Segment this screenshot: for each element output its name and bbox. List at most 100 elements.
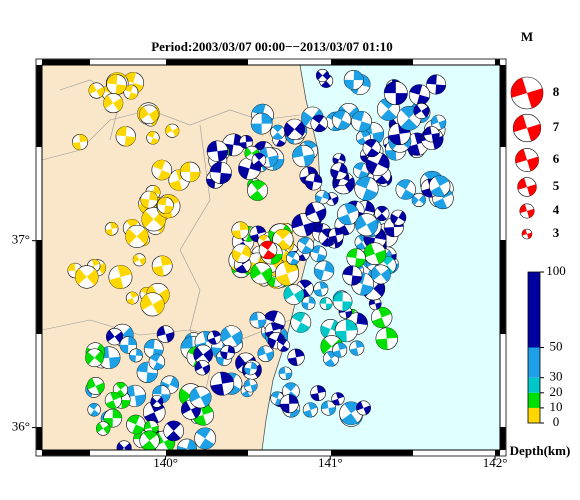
mechanism [332, 342, 348, 358]
magnitude-ball [510, 76, 544, 110]
mechanism [126, 414, 146, 435]
mechanism [286, 251, 300, 266]
ball-compression [332, 153, 346, 166]
ball-compression [278, 366, 292, 380]
ball-compression [150, 396, 163, 406]
mechanism [140, 292, 165, 317]
mechanism [194, 427, 217, 450]
mechanism [189, 386, 212, 409]
ball-compression [344, 70, 364, 90]
ball-compression [139, 106, 159, 123]
mechanism [426, 74, 447, 95]
mechanism [346, 248, 366, 268]
ball-compression [431, 115, 446, 130]
mechanism [334, 319, 358, 343]
mechanism [243, 378, 258, 393]
mechanism [108, 265, 133, 289]
border [179, 124, 211, 421]
mechanism [297, 236, 315, 254]
mechanism [337, 203, 360, 226]
y-tick-label: 37° [12, 232, 30, 247]
depth-band [528, 347, 540, 378]
mechanism [206, 140, 229, 162]
magnitude-ball [515, 148, 539, 172]
frame-outer [35, 58, 507, 457]
ball-compression [280, 394, 299, 413]
mechanism [250, 112, 273, 135]
ball-compression [257, 346, 274, 362]
ball-compression [72, 134, 88, 150]
depth-tick-label: 100 [546, 263, 566, 278]
mechanism [290, 312, 312, 333]
ball-compression [116, 442, 132, 450]
mechanism [150, 394, 164, 408]
ball-compression [141, 430, 158, 450]
depth-band [528, 377, 540, 393]
mechanism [408, 84, 431, 106]
mechanism [302, 402, 318, 418]
ball-compression [181, 401, 201, 419]
ball-compression [375, 327, 398, 350]
ball-compression [180, 162, 200, 182]
ball-compression [127, 415, 145, 434]
ball-compression [341, 401, 361, 425]
ball-compression [106, 329, 124, 344]
mechanism [251, 152, 267, 168]
ball-compression [250, 225, 266, 243]
mechanism [310, 114, 328, 133]
mechanism [231, 243, 252, 264]
ball-compression [189, 387, 212, 407]
mechanism [231, 221, 249, 240]
ball-compression [124, 84, 138, 100]
mechanism [210, 371, 235, 396]
ball-compression [249, 312, 266, 329]
mechanism [220, 345, 235, 360]
mechanism [75, 265, 99, 289]
mechanism [365, 152, 390, 176]
mechanism [354, 176, 379, 201]
ball-compression [413, 104, 430, 118]
ball-compression [511, 77, 544, 109]
ball-compression [313, 281, 328, 297]
ball-compression [409, 84, 430, 106]
ball-compression [320, 320, 341, 339]
ball-compression [364, 139, 379, 157]
mechanism [250, 262, 273, 285]
mechanism [177, 438, 197, 450]
ball-compression [177, 439, 197, 450]
mechanism [368, 297, 382, 311]
depth-tick-label: 10 [550, 399, 563, 414]
ball-compression [301, 109, 324, 127]
magnitude-label: 4 [553, 202, 560, 217]
mechanism [313, 260, 335, 281]
ball-compression [147, 131, 159, 145]
mechanism [103, 408, 123, 428]
ball-compression [249, 180, 266, 201]
ball-compression [253, 153, 265, 168]
ball-compression [220, 345, 235, 360]
ball-compression [426, 74, 446, 95]
ball-compression [519, 204, 535, 218]
mechanism [331, 392, 345, 406]
mechanism [371, 306, 393, 329]
ball-compression [278, 339, 289, 352]
ball-compression [333, 110, 351, 130]
mechanism [207, 330, 222, 345]
ball-compression [332, 291, 353, 311]
ball-compression [522, 229, 532, 239]
mechanism [362, 139, 381, 158]
ball-compression [124, 385, 146, 407]
ball-compression [88, 403, 100, 417]
ball-compression [330, 163, 348, 180]
mechanism [179, 161, 201, 183]
ball-compression [272, 125, 283, 140]
ball-compression [372, 307, 392, 328]
ball-compression [210, 372, 234, 396]
ball-compression [376, 206, 388, 221]
ball-compression [166, 420, 181, 441]
ball-compression [390, 211, 406, 225]
ball-compression [515, 148, 539, 172]
ball-compression [319, 297, 333, 310]
ball-compression [136, 362, 158, 383]
